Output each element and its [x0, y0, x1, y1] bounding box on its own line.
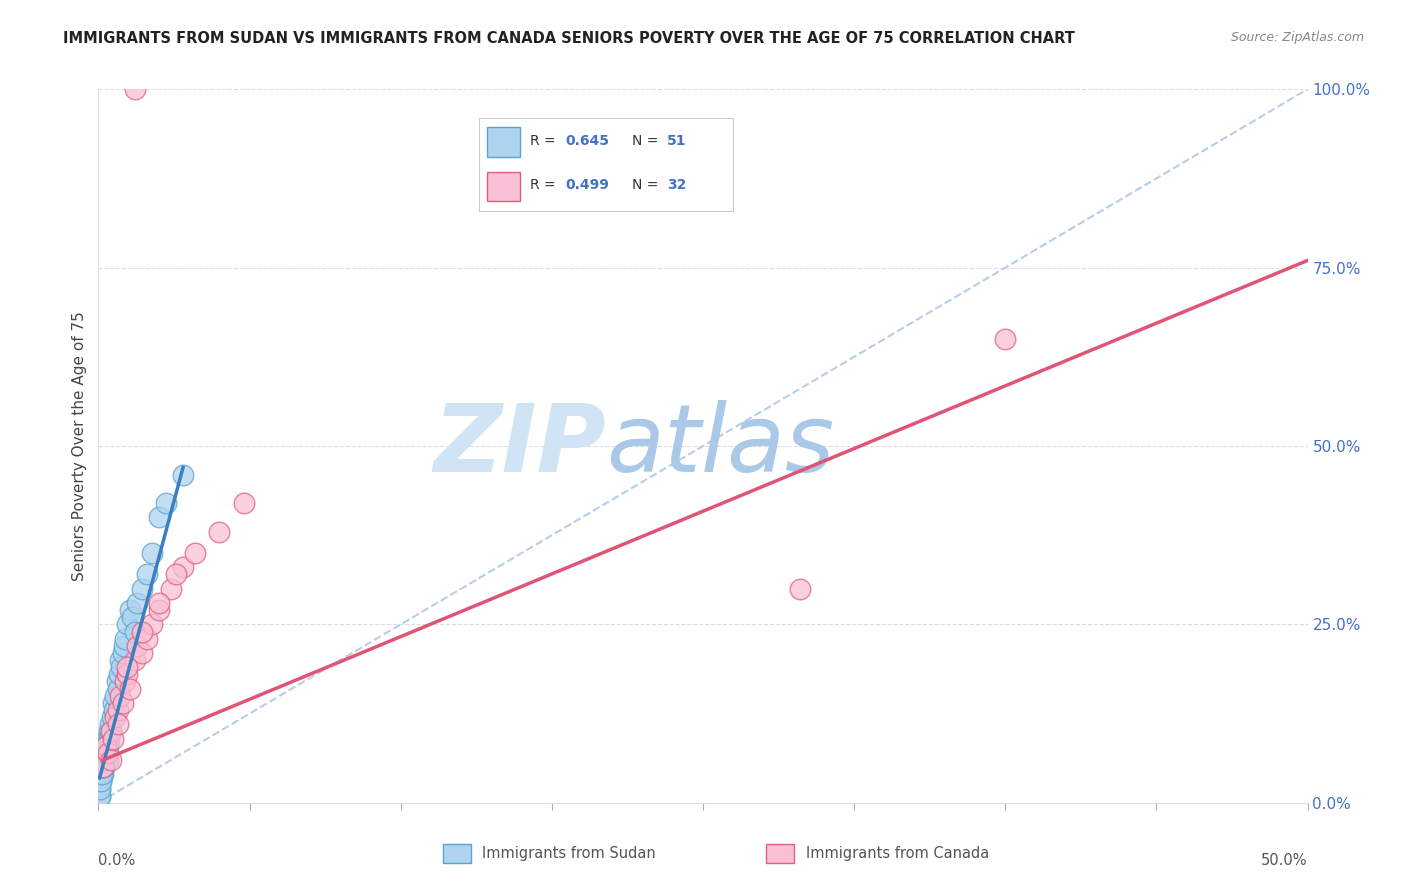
- Point: [93, 746, 115, 760]
- Point: [90, 767, 112, 781]
- Point: [107, 717, 129, 731]
- Point: [89, 781, 111, 796]
- Point: [118, 603, 141, 617]
- Text: Immigrants from Canada: Immigrants from Canada: [806, 847, 988, 861]
- Point: [97, 753, 120, 767]
- Point: [91, 760, 114, 774]
- Point: [135, 567, 157, 582]
- Point: [89, 781, 111, 796]
- Point: [112, 639, 135, 653]
- Point: [111, 646, 134, 660]
- Point: [89, 789, 111, 803]
- Point: [141, 617, 163, 632]
- Text: ZIP: ZIP: [433, 400, 606, 492]
- Point: [107, 681, 129, 696]
- Point: [117, 667, 139, 681]
- Point: [100, 710, 122, 724]
- Point: [90, 774, 112, 789]
- Point: [97, 739, 120, 753]
- Point: [118, 681, 141, 696]
- Point: [89, 789, 111, 803]
- Point: [141, 546, 163, 560]
- Point: [101, 696, 124, 710]
- Text: Immigrants from Sudan: Immigrants from Sudan: [482, 847, 657, 861]
- Point: [91, 760, 114, 774]
- Text: atlas: atlas: [606, 401, 835, 491]
- Point: [103, 703, 125, 717]
- Point: [100, 753, 122, 767]
- Point: [94, 753, 117, 767]
- Point: [131, 646, 153, 660]
- Text: 50.0%: 50.0%: [1261, 853, 1308, 868]
- Point: [90, 767, 112, 781]
- Text: IMMIGRANTS FROM SUDAN VS IMMIGRANTS FROM CANADA SENIORS POVERTY OVER THE AGE OF : IMMIGRANTS FROM SUDAN VS IMMIGRANTS FROM…: [63, 31, 1076, 46]
- Point: [232, 496, 254, 510]
- Point: [93, 753, 115, 767]
- Point: [114, 632, 136, 646]
- Point: [98, 717, 121, 731]
- Point: [160, 582, 183, 596]
- Point: [127, 596, 149, 610]
- Point: [172, 467, 194, 482]
- Point: [96, 731, 118, 746]
- Point: [131, 582, 153, 596]
- Point: [184, 546, 207, 560]
- Point: [107, 703, 129, 717]
- Text: 0.0%: 0.0%: [98, 853, 135, 868]
- Point: [208, 524, 231, 539]
- Point: [100, 724, 122, 739]
- Point: [97, 724, 120, 739]
- Point: [91, 753, 114, 767]
- Point: [110, 660, 132, 674]
- Point: [98, 731, 121, 746]
- Point: [121, 610, 143, 624]
- Y-axis label: Seniors Poverty Over the Age of 75: Seniors Poverty Over the Age of 75: [72, 311, 87, 581]
- Point: [789, 582, 811, 596]
- Point: [94, 739, 117, 753]
- Point: [94, 746, 117, 760]
- Point: [108, 667, 131, 681]
- Point: [114, 674, 136, 689]
- Text: Source: ZipAtlas.com: Source: ZipAtlas.com: [1230, 31, 1364, 45]
- Point: [117, 617, 139, 632]
- Point: [94, 739, 117, 753]
- Point: [172, 560, 194, 574]
- Point: [104, 710, 127, 724]
- Point: [148, 510, 170, 524]
- Point: [91, 760, 114, 774]
- Point: [101, 731, 124, 746]
- Point: [127, 639, 149, 653]
- Point: [155, 496, 177, 510]
- Point: [994, 332, 1017, 346]
- Point: [91, 767, 114, 781]
- Point: [111, 696, 134, 710]
- Point: [131, 624, 153, 639]
- Point: [94, 739, 117, 753]
- Point: [117, 660, 139, 674]
- Point: [105, 674, 128, 689]
- Point: [93, 760, 115, 774]
- Point: [91, 760, 114, 774]
- Point: [124, 82, 146, 96]
- Point: [108, 689, 131, 703]
- Point: [165, 567, 187, 582]
- Point: [104, 689, 127, 703]
- Point: [108, 653, 131, 667]
- Point: [148, 596, 170, 610]
- Point: [148, 603, 170, 617]
- Point: [96, 746, 118, 760]
- Point: [135, 632, 157, 646]
- Point: [90, 774, 112, 789]
- Point: [100, 724, 122, 739]
- Point: [97, 746, 120, 760]
- Point: [124, 653, 146, 667]
- Point: [124, 624, 146, 639]
